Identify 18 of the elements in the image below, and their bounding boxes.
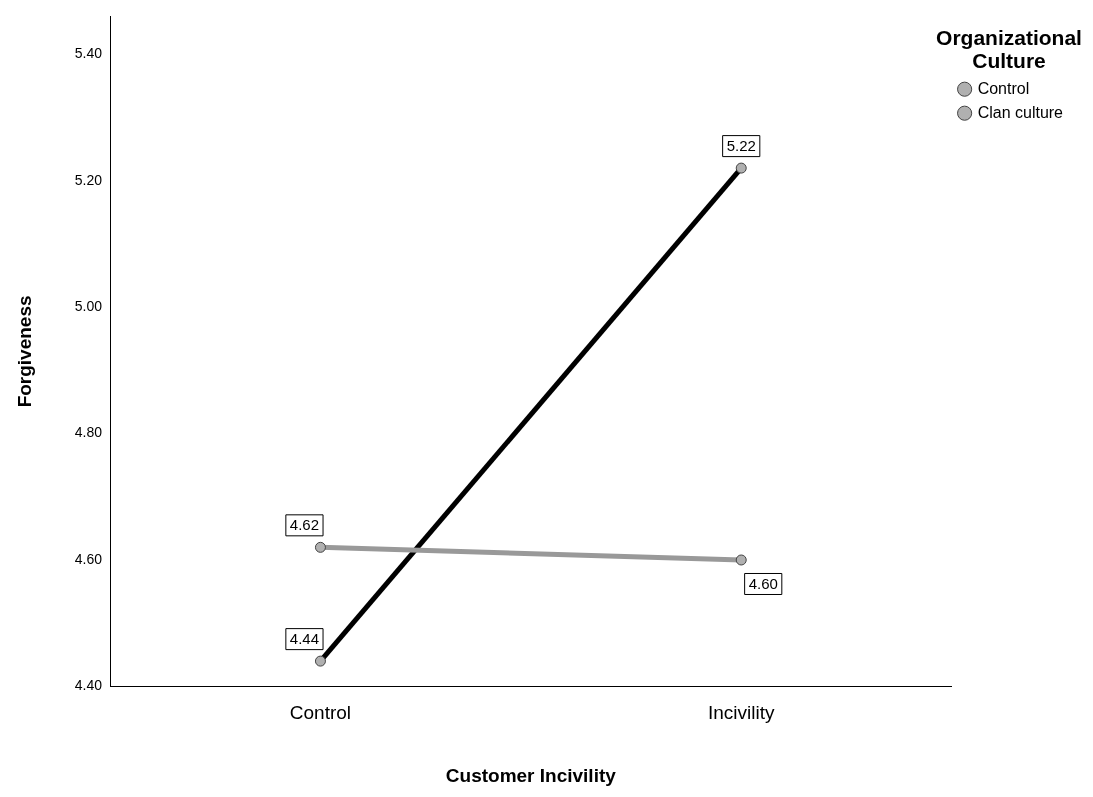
- legend-label: Clan culture: [977, 103, 1064, 121]
- x-axis-title: Customer Incivility: [445, 764, 617, 786]
- data-label: 4.62: [289, 516, 320, 534]
- x-tick-label: Incivility: [707, 702, 775, 724]
- legend-label: Control: [977, 79, 1030, 97]
- data-label: 4.44: [289, 630, 320, 648]
- y-tick-label: 5.00: [74, 298, 103, 315]
- data-label: 4.60: [748, 575, 778, 593]
- y-tick-label: 4.60: [74, 550, 103, 567]
- legend-title: Organizational Culture: [935, 26, 1083, 72]
- data-label: 5.22: [726, 137, 756, 155]
- y-tick-label: 4.40: [74, 677, 103, 694]
- y-tick-label: 5.40: [74, 45, 103, 62]
- point: [735, 554, 747, 566]
- y-tick-label: 5.20: [74, 171, 103, 188]
- point: [314, 541, 326, 553]
- y-tick-label: 4.80: [74, 424, 103, 441]
- y-axis-title: Forgiveness: [13, 295, 35, 408]
